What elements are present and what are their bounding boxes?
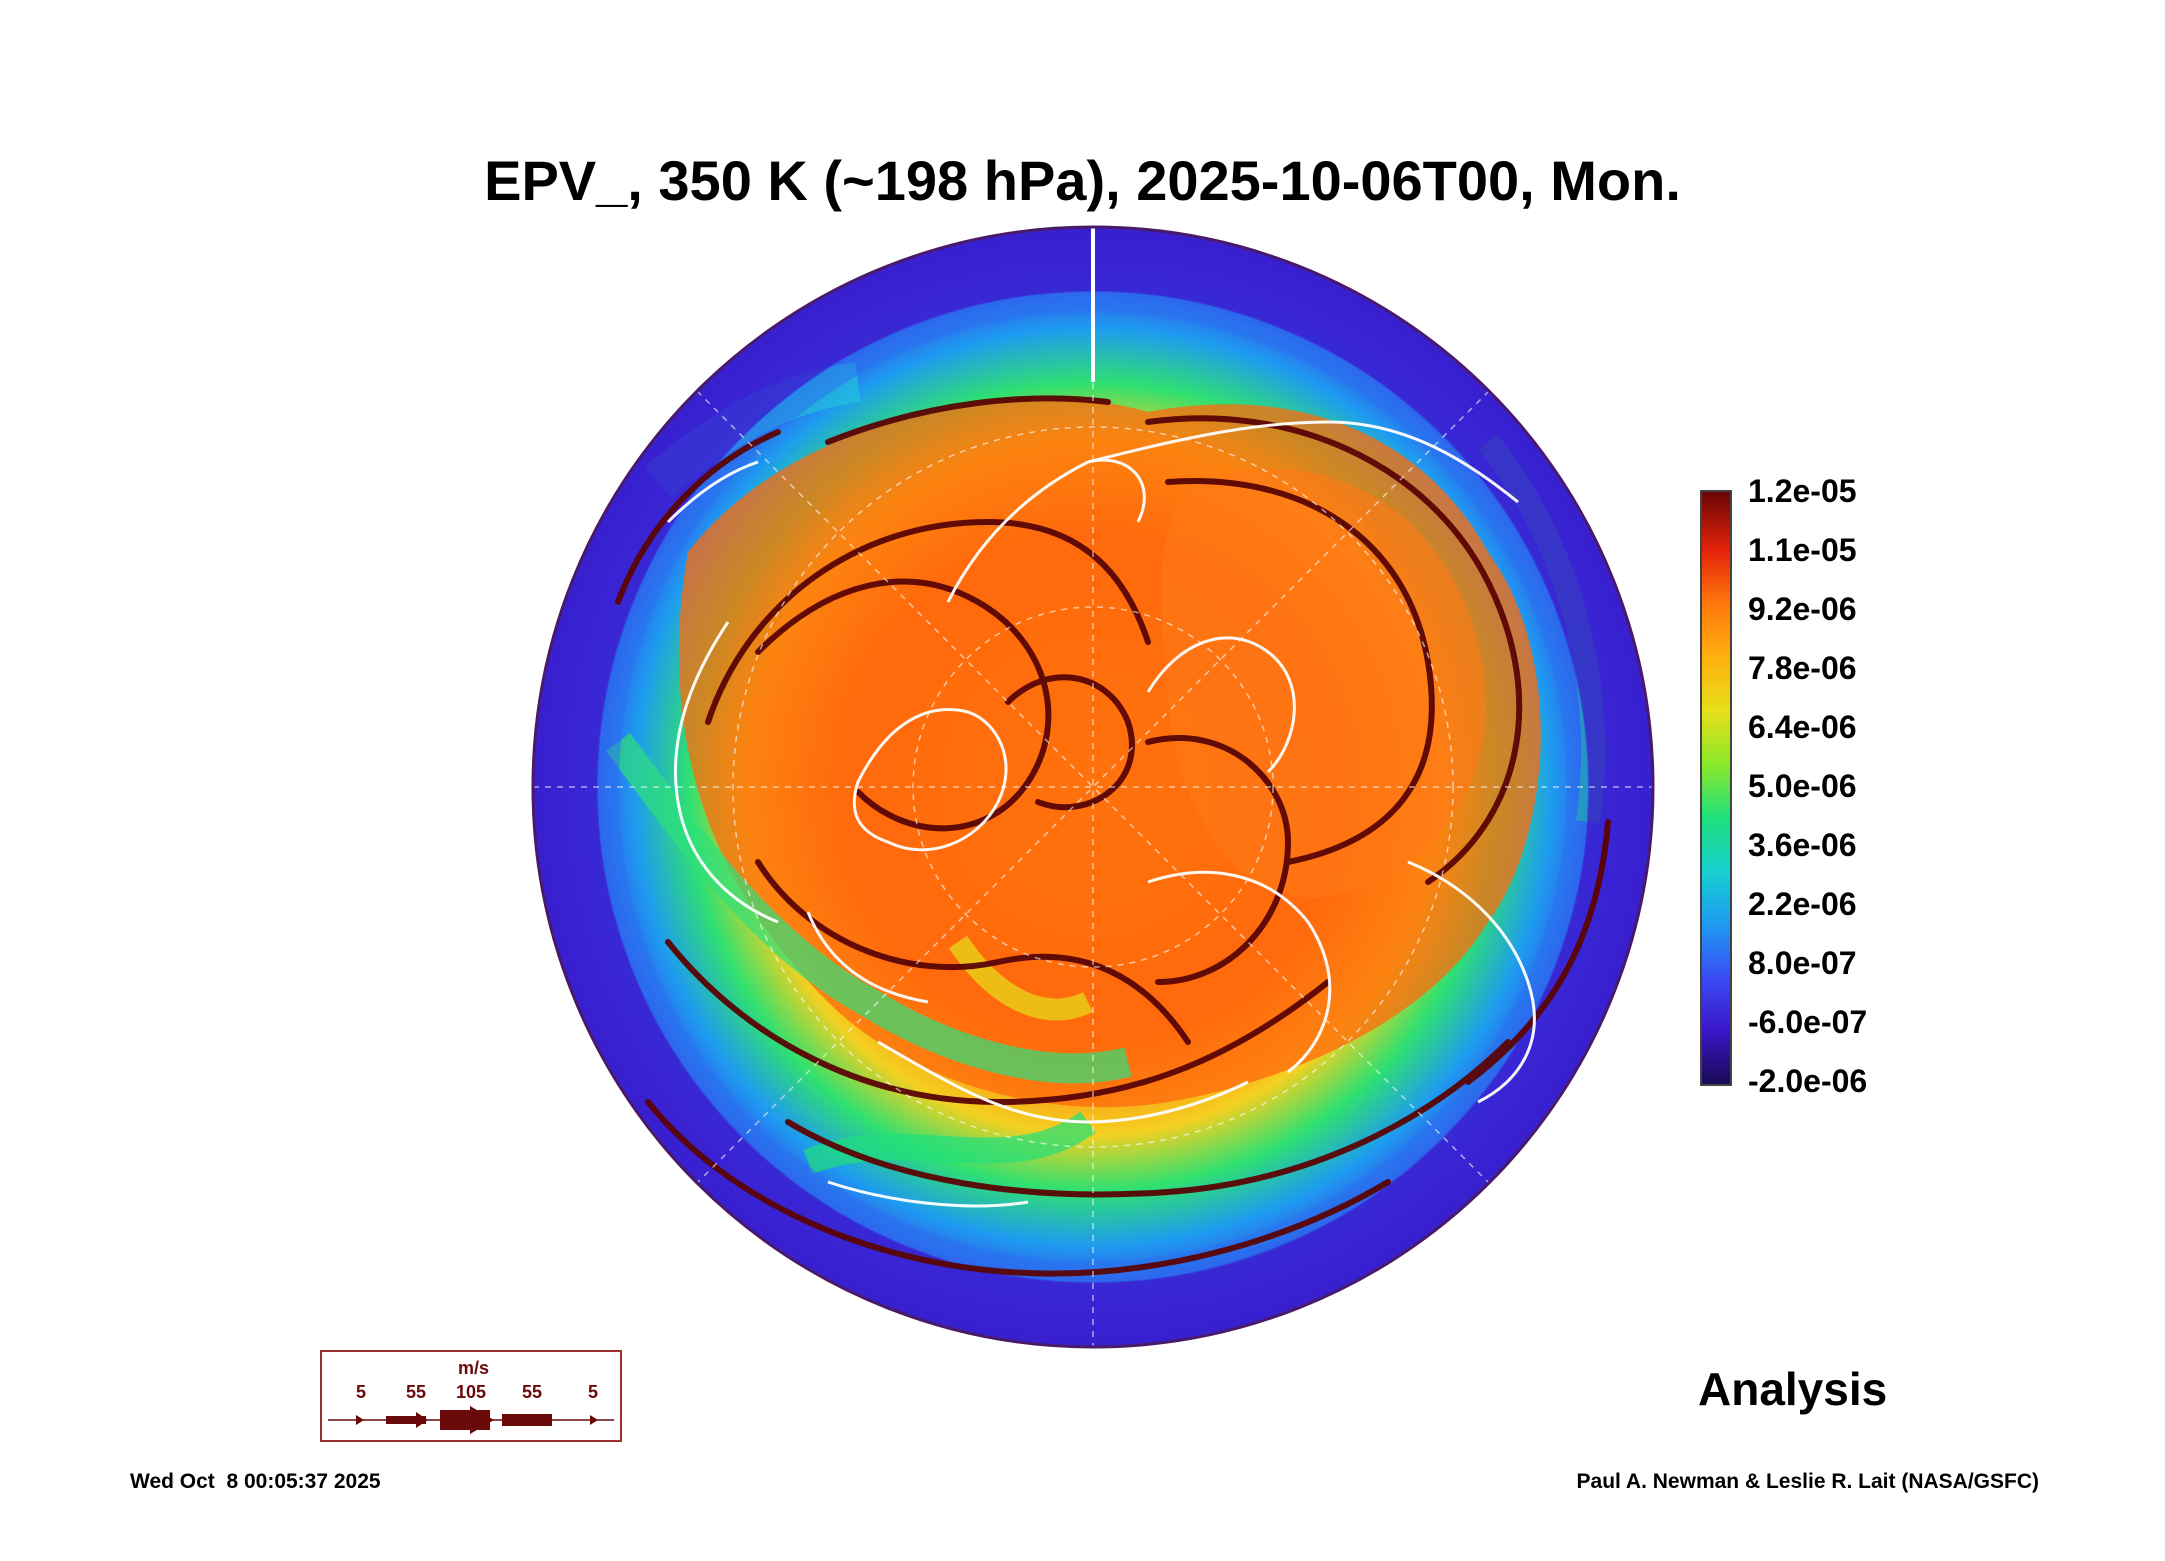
footer-credit: Paul A. Newman & Leslie R. Lait (NASA/GS…	[1576, 1470, 2039, 1493]
wind-arrow-icon	[590, 1415, 598, 1425]
colorbar-label: 5.0e-06	[1748, 768, 1857, 804]
colorbar-label: -2.0e-06	[1748, 1063, 1868, 1099]
polar-map	[528, 222, 1658, 1352]
wind-arrow-icon	[470, 1406, 494, 1434]
footer-date: Wed Oct 8 00:05:37 2025	[130, 1470, 381, 1493]
wind-streamlines	[615, 395, 1641, 1277]
wind-speed-label: 5	[356, 1382, 367, 1402]
colorbar-label: 8.0e-07	[1748, 945, 1857, 981]
wind-arrow-icon	[356, 1415, 364, 1425]
colorbar-label: -6.0e-07	[1748, 1004, 1868, 1040]
analysis-label: Analysis	[1698, 1363, 1888, 1415]
wind-speed-legend: m/s 5 55 105 55 5	[320, 1350, 622, 1442]
colorbar	[1700, 490, 1732, 1086]
colorbar-label: 6.4e-06	[1748, 709, 1857, 745]
colorbar-label: 7.8e-06	[1748, 650, 1857, 686]
graticule	[533, 227, 1653, 1347]
wind-unit: m/s	[458, 1358, 490, 1378]
colorbar-label: 1.2e-05	[1748, 473, 1857, 509]
wind-speed-label: 55	[522, 1382, 543, 1402]
wind-speed-label: 105	[456, 1382, 487, 1402]
plot-title: EPV_, 350 K (~198 hPa), 2025-10-06T00, M…	[484, 149, 1681, 212]
wind-arrow-icon	[416, 1412, 428, 1428]
colorbar-label: 3.6e-06	[1748, 827, 1857, 863]
wind-speed-label: 5	[588, 1382, 599, 1402]
wind-speed-label: 55	[406, 1382, 427, 1402]
colorbar-label: 9.2e-06	[1748, 591, 1857, 627]
colorbar-label: 2.2e-06	[1748, 886, 1857, 922]
coastlines	[666, 420, 1536, 1208]
colorbar-label: 1.1e-05	[1748, 532, 1857, 568]
